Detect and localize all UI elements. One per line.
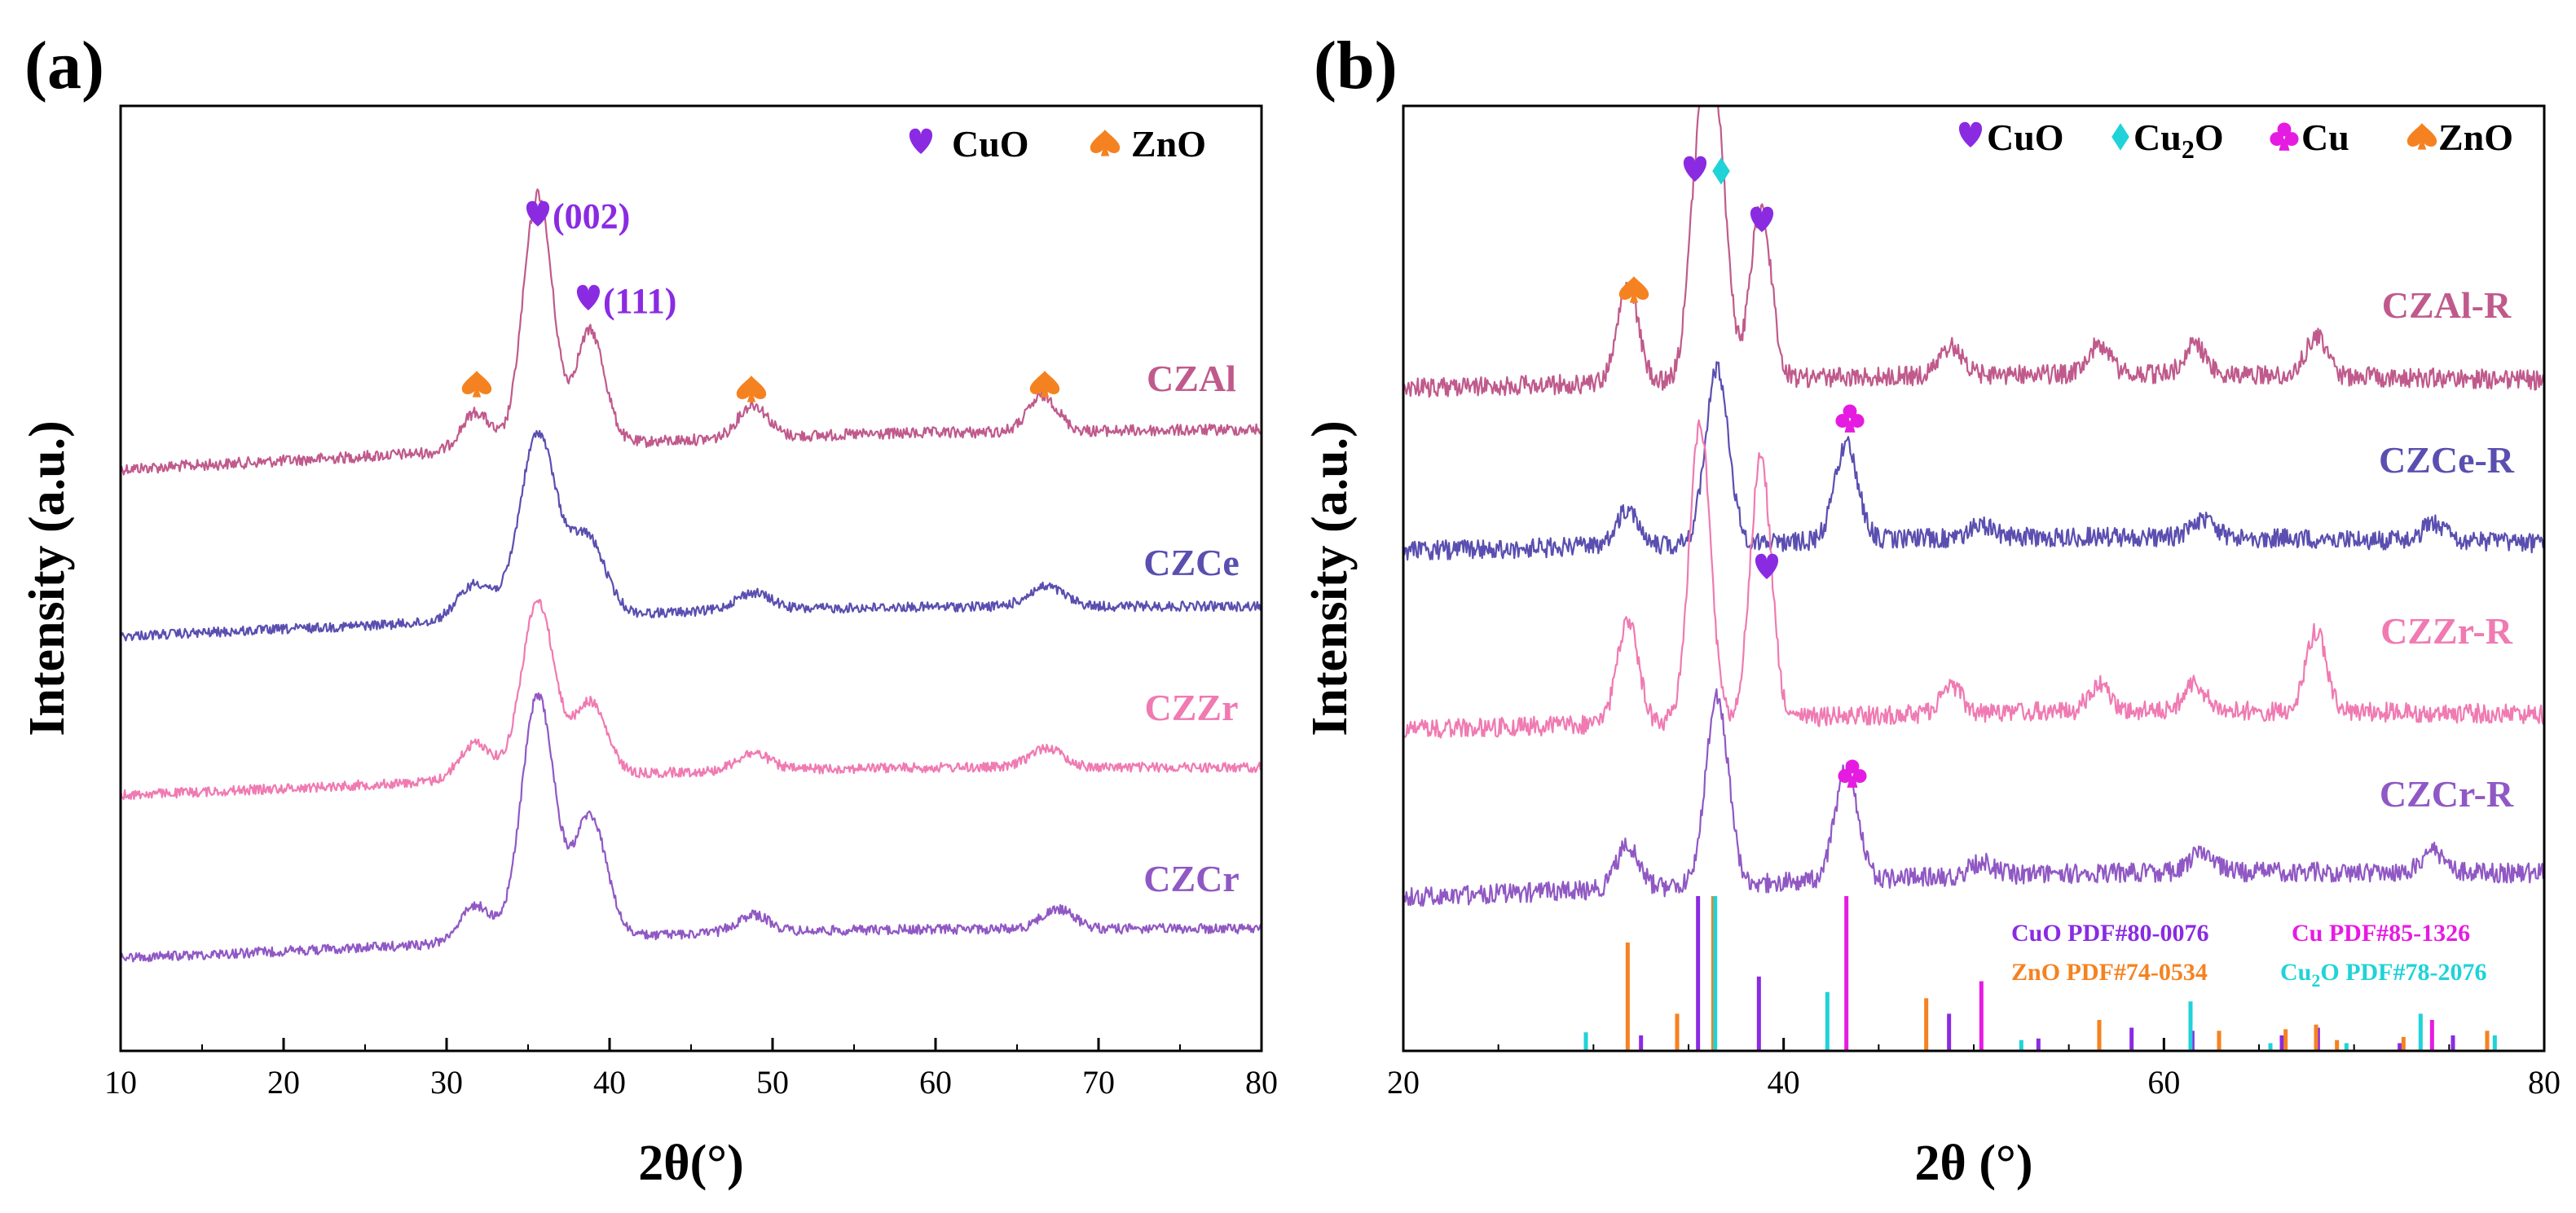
panel-b-legend-zno: ZnO	[2438, 116, 2513, 158]
curve-label-czal-r: CZAl-R	[2382, 284, 2512, 326]
panel-b-legend-cu2o: Cu2O	[2133, 116, 2224, 164]
series-line	[121, 188, 1262, 476]
zno-spade-icon	[1618, 276, 1649, 303]
cuo-heart-icon	[1755, 553, 1779, 579]
panel-a-x-axis-title: 2θ(°)	[638, 1136, 743, 1191]
peak-111-label: (111)	[603, 281, 676, 321]
x-tick-label: 20	[1387, 1064, 1420, 1101]
zno-spade-icon	[1029, 371, 1060, 398]
x-tick-label: 10	[104, 1064, 137, 1101]
panel-a-legend-cuo: CuO	[952, 123, 1029, 165]
curve-label-czcr: CZCr	[1143, 858, 1240, 899]
curve-label-czzr-r: CZZr-R	[2380, 610, 2513, 652]
x-tick-label: 80	[2528, 1064, 2561, 1101]
cuo-heart-icon	[1958, 121, 1983, 147]
panel-a-peak-markers: (002) (111)	[461, 196, 1060, 402]
cu-club-icon	[1838, 759, 1867, 788]
panel-b-x-axis-title: 2θ (°)	[1915, 1136, 2033, 1191]
panel-b-peak-markers	[1618, 156, 1867, 788]
x-tick-label: 40	[1768, 1064, 1800, 1101]
cuo-111-heart-icon	[576, 284, 601, 310]
x-tick-label: 50	[756, 1064, 789, 1101]
x-tick-label: 30	[430, 1064, 463, 1101]
cu2o-diamond-icon	[2111, 123, 2129, 151]
series-line	[1403, 361, 2544, 561]
pdf-label-zno: ZnO PDF#74-0534	[2011, 959, 2208, 986]
x-tick-label: 40	[593, 1064, 626, 1101]
panel-a-curves	[121, 188, 1262, 963]
panel-a-plot: 10 20 30 40 50 60 70 80	[104, 104, 1278, 1101]
series-line	[1403, 106, 2544, 398]
panel-b-y-axis-title: Intensity (a.u.)	[1302, 420, 1358, 736]
x-tick-label: 60	[2147, 1064, 2180, 1101]
panel-b-plot: 20 40 60 80	[1387, 104, 2561, 1101]
series-line	[1403, 419, 2544, 740]
panel-b-pdf-labels: CuO PDF#80-0076 Cu PDF#85-1326 ZnO PDF#7…	[2011, 920, 2487, 991]
zno-spade-icon	[1090, 130, 1121, 156]
curve-label-czcr-r: CZCr-R	[2380, 773, 2514, 815]
x-tick-label: 20	[267, 1064, 300, 1101]
series-line	[121, 429, 1262, 642]
curve-label-czce: CZCe	[1143, 542, 1240, 583]
panel-a-legend: CuO ZnO	[909, 123, 1206, 165]
panel-b-legend: CuO Cu2O Cu ZnO	[1958, 116, 2513, 164]
panel-b-legend-cuo: CuO	[1987, 116, 2064, 158]
cu-club-icon	[1835, 404, 1865, 433]
panel-a-legend-zno: ZnO	[1131, 123, 1206, 165]
cuo-heart-icon	[1750, 206, 1774, 232]
zno-spade-icon	[2406, 123, 2437, 150]
panel-b-x-axis: 20 40 60 80	[1387, 1038, 2561, 1101]
curve-label-czal: CZAl	[1147, 358, 1236, 399]
cu2o-diamond-icon	[1712, 157, 1730, 185]
panel-b-curves	[1403, 106, 2544, 907]
zno-spade-icon	[736, 376, 767, 402]
panel-b-legend-cu: Cu	[2301, 116, 2349, 158]
panel-b-letter: (b)	[1314, 28, 1398, 103]
series-line	[121, 692, 1262, 963]
panel-a-frame	[119, 104, 1263, 1053]
panel-a-y-axis-title: Intensity (a.u.)	[20, 420, 75, 736]
panel-b-frame	[1402, 104, 2546, 1053]
pdf-label-cu2o: Cu2O PDF#78-2076	[2280, 959, 2487, 991]
cuo-heart-icon	[909, 128, 933, 154]
zno-spade-icon	[461, 371, 492, 398]
series-line	[121, 598, 1262, 800]
pdf-label-cu: Cu PDF#85-1326	[2292, 920, 2470, 947]
x-tick-label: 60	[919, 1064, 952, 1101]
panel-b-reference-patterns	[1583, 896, 2497, 1051]
pdf-label-cuo: CuO PDF#80-0076	[2011, 920, 2209, 947]
series-line	[1403, 688, 2544, 907]
curve-label-czzr: CZZr	[1145, 687, 1239, 728]
panel-a-letter: (a)	[24, 28, 104, 103]
curve-label-czce-r: CZCe-R	[2379, 439, 2515, 481]
panel-a-x-axis: 10 20 30 40 50 60 70 80	[104, 1038, 1278, 1101]
x-tick-label: 80	[1245, 1064, 1278, 1101]
peak-002-label: (002)	[553, 196, 630, 236]
cu-club-icon	[2270, 122, 2299, 151]
x-tick-label: 70	[1082, 1064, 1115, 1101]
